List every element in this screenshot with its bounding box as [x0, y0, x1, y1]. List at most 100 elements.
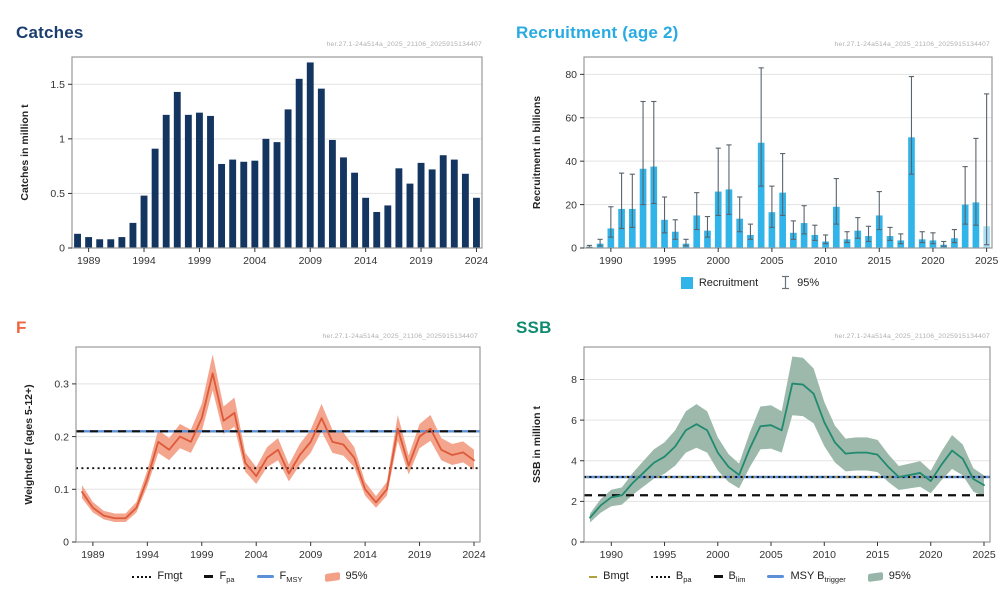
svg-text:80: 80 — [565, 69, 577, 81]
recruitment-legend: Recruitment 95% — [500, 275, 1000, 290]
svg-text:0.1: 0.1 — [54, 484, 69, 496]
legend-item-bmgt: Bmgt — [589, 570, 629, 584]
legend-label: MSY Btrigger — [790, 569, 846, 584]
recruitment-swatch-icon — [680, 276, 693, 289]
legend-item-95: 95% — [780, 275, 819, 290]
svg-text:2020: 2020 — [921, 255, 945, 267]
legend-label: Bmgt — [603, 569, 629, 582]
svg-text:0.5: 0.5 — [50, 188, 65, 200]
f-title: F — [16, 318, 27, 338]
svg-text:0: 0 — [59, 243, 65, 255]
catches-title: Catches — [16, 23, 84, 43]
svg-text:1999: 1999 — [190, 549, 214, 561]
svg-text:2019: 2019 — [408, 549, 432, 561]
dashed-line-icon — [713, 575, 723, 579]
legend-item-95: 95% — [867, 570, 911, 584]
svg-text:2000: 2000 — [707, 255, 731, 267]
svg-text:Recruitment in billions: Recruitment in billions — [531, 96, 543, 209]
svg-text:Catches in million t: Catches in million t — [19, 104, 31, 201]
error-bar-icon — [782, 275, 790, 290]
svg-text:2: 2 — [571, 496, 577, 508]
watermark: her.27.1-24a514a_2025_21106_202591513440… — [834, 333, 990, 340]
svg-text:2010: 2010 — [814, 255, 838, 267]
legend-item-fmgt: Fmgt — [132, 570, 182, 584]
ssb-title: SSB — [516, 318, 552, 338]
ssb-line-chart: 1990 1995 2000 2005 2010 2015 2020 2025 0 2 4 6 8 SSB… — [531, 346, 996, 561]
recruitment-title: Recruitment (age 2) — [516, 23, 679, 43]
legend-item-blim: Blim — [713, 569, 746, 584]
legend-label: Fpa — [219, 569, 235, 584]
legend-item-fmsy: FMSY — [256, 569, 303, 584]
svg-text:2009: 2009 — [299, 255, 323, 267]
f-panel: F her.27.1-24a514a_2025_21106_2025915134… — [0, 295, 500, 589]
ribbon-swatch-icon — [867, 571, 883, 582]
svg-text:1999: 1999 — [188, 255, 212, 267]
legend-label: 95% — [797, 276, 820, 289]
svg-text:2014: 2014 — [354, 255, 378, 267]
watermark: her.27.1-24a514a_2025_21106_202591513440… — [326, 41, 482, 48]
svg-text:2010: 2010 — [813, 549, 837, 561]
legend-item-msy-btrigger: MSY Btrigger — [767, 569, 846, 584]
watermark: her.27.1-24a514a_2025_21106_202591513440… — [834, 41, 990, 48]
svg-text:4: 4 — [571, 455, 577, 467]
svg-text:2005: 2005 — [760, 255, 784, 267]
watermark: her.27.1-24a514a_2025_21106_202591513440… — [322, 333, 478, 340]
svg-text:2019: 2019 — [409, 255, 433, 267]
svg-text:SSB in million t: SSB in million t — [531, 406, 543, 484]
olive-line-icon — [589, 575, 598, 579]
svg-text:6: 6 — [571, 415, 577, 427]
catches-bar-chart: 1989 1994 1999 2004 2009 2014 2019 2024 0 0.5 1 1.5… — [19, 56, 489, 267]
svg-text:2004: 2004 — [243, 255, 267, 267]
svg-text:1995: 1995 — [653, 255, 677, 267]
legend-item-recruitment: Recruitment — [680, 276, 759, 289]
dotted-line-icon — [132, 575, 152, 578]
svg-text:0: 0 — [571, 537, 577, 549]
svg-text:1994: 1994 — [136, 549, 160, 561]
legend-item-95: 95% — [324, 569, 368, 584]
svg-text:1990: 1990 — [600, 549, 624, 561]
legend-item-fpa: Fpa — [204, 569, 235, 584]
ribbon-swatch-icon — [324, 571, 340, 582]
legend-label: Recruitment — [698, 276, 759, 289]
svg-text:Weighted F (ages 5-12+): Weighted F (ages 5-12+) — [23, 384, 35, 504]
svg-text:2005: 2005 — [759, 549, 783, 561]
svg-text:1994: 1994 — [132, 255, 156, 267]
svg-text:2000: 2000 — [706, 549, 730, 561]
svg-text:40: 40 — [565, 156, 577, 168]
svg-text:2004: 2004 — [245, 549, 269, 561]
svg-text:1990: 1990 — [599, 255, 623, 267]
legend-item-bpa: Bpa — [650, 569, 692, 584]
svg-text:1.5: 1.5 — [50, 79, 65, 91]
legend-label: Blim — [728, 569, 746, 584]
svg-text:2014: 2014 — [353, 549, 377, 561]
recruitment-panel: Recruitment (age 2) her.27.1-24a514a_202… — [500, 0, 1000, 295]
dashed-line-icon — [204, 575, 214, 579]
recruitment-bar-chart: 1990 1995 2000 2005 2010 2015 2020 2025 0 20 40 60 8… — [531, 56, 998, 267]
svg-text:2024: 2024 — [465, 255, 489, 267]
svg-text:0: 0 — [571, 243, 577, 255]
svg-text:2025: 2025 — [972, 549, 996, 561]
legend-label: Bpa — [675, 569, 692, 584]
svg-text:2009: 2009 — [299, 549, 323, 561]
svg-text:1989: 1989 — [77, 255, 101, 267]
legend-label: Fmgt — [157, 569, 183, 582]
dotted-line-icon — [650, 575, 670, 578]
f-line-chart: 1989 1994 1999 2004 2009 2014 2019 2024 0 0.1 0.2 0… — [23, 346, 486, 561]
svg-text:2024: 2024 — [462, 549, 486, 561]
svg-text:8: 8 — [571, 374, 577, 386]
svg-text:0.2: 0.2 — [54, 431, 69, 443]
blue-line-icon — [256, 575, 274, 579]
svg-text:2015: 2015 — [868, 255, 892, 267]
svg-text:2015: 2015 — [866, 549, 890, 561]
svg-text:20: 20 — [565, 199, 577, 211]
svg-text:0: 0 — [63, 537, 69, 549]
catches-panel: Catches her.27.1-24a514a_2025_21106_2025… — [0, 0, 500, 295]
f-legend: Fmgt Fpa FMSY 95% — [0, 570, 500, 584]
svg-text:1995: 1995 — [653, 549, 677, 561]
legend-label: 95% — [345, 569, 368, 582]
legend-label: FMSY — [279, 569, 303, 584]
svg-text:1989: 1989 — [81, 549, 105, 561]
svg-text:0.3: 0.3 — [54, 379, 69, 391]
blue-line-icon — [767, 575, 785, 579]
